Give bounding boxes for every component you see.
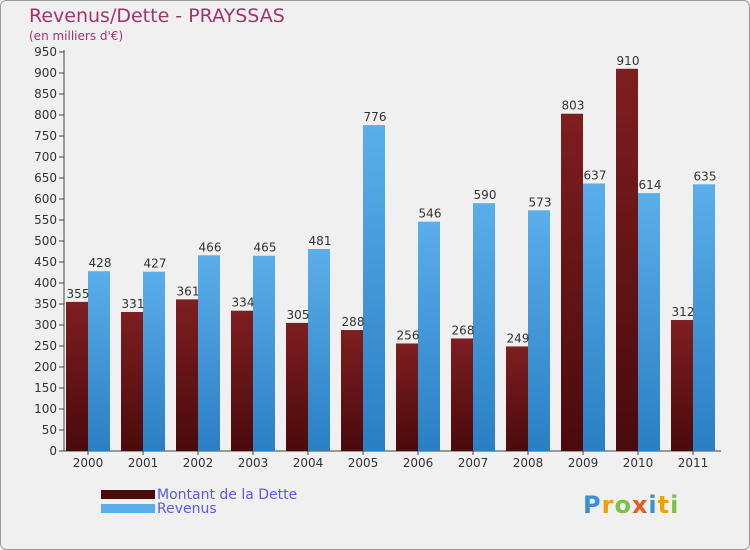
x-tick-label: 2011 bbox=[678, 456, 709, 470]
data-label-revenus: 428 bbox=[89, 256, 112, 270]
bar-revenus bbox=[88, 271, 110, 451]
data-label-revenus: 481 bbox=[309, 234, 332, 248]
data-label-revenus: 635 bbox=[694, 169, 717, 183]
y-tick-label: 100 bbox=[34, 402, 57, 416]
logo-letter: t bbox=[657, 491, 671, 519]
legend-swatch-dette bbox=[101, 490, 155, 499]
y-tick-label: 650 bbox=[34, 171, 57, 185]
x-tick-label: 2002 bbox=[183, 456, 214, 470]
data-label-revenus: 637 bbox=[584, 168, 607, 182]
data-label-dette: 312 bbox=[672, 305, 695, 319]
y-tick-label: 800 bbox=[34, 108, 57, 122]
data-label-dette: 334 bbox=[232, 296, 255, 310]
data-label-dette: 268 bbox=[452, 323, 475, 337]
chart-title: Revenus/Dette - PRAYSSAS bbox=[29, 5, 285, 27]
bar-revenus bbox=[363, 125, 385, 451]
bar-dette bbox=[396, 343, 418, 451]
data-label-revenus: 427 bbox=[144, 257, 167, 271]
y-tick-label: 550 bbox=[34, 213, 57, 227]
y-tick-label: 750 bbox=[34, 129, 57, 143]
y-tick-label: 400 bbox=[34, 276, 57, 290]
x-tick-label: 2000 bbox=[73, 456, 104, 470]
data-label-dette: 249 bbox=[507, 331, 530, 345]
logo-letter: o bbox=[614, 491, 632, 519]
logo-letter: i bbox=[648, 491, 658, 519]
bar-revenus bbox=[473, 203, 495, 451]
y-tick-label: 950 bbox=[34, 45, 57, 59]
data-label-revenus: 590 bbox=[474, 188, 497, 202]
bar-dette bbox=[286, 322, 308, 451]
x-tick-label: 2008 bbox=[513, 456, 544, 470]
data-label-revenus: 546 bbox=[419, 207, 442, 221]
data-label-dette: 256 bbox=[397, 328, 420, 342]
y-tick-label: 250 bbox=[34, 339, 57, 353]
x-tick-label: 2006 bbox=[403, 456, 434, 470]
bar-dette bbox=[506, 346, 528, 451]
bar-dette bbox=[671, 319, 693, 451]
data-label-dette: 910 bbox=[617, 54, 640, 68]
legend-label-dette: Montant de la Dette bbox=[157, 487, 298, 503]
y-tick-label: 700 bbox=[34, 150, 57, 164]
bar-dette bbox=[66, 301, 88, 451]
data-label-dette: 305 bbox=[287, 308, 310, 322]
x-tick-label: 2010 bbox=[623, 456, 654, 470]
data-label-revenus: 776 bbox=[364, 110, 387, 124]
x-tick-label: 2004 bbox=[293, 456, 324, 470]
bar-dette bbox=[176, 299, 198, 451]
y-tick-label: 850 bbox=[34, 87, 57, 101]
data-label-revenus: 614 bbox=[639, 178, 662, 192]
chart-subtitle: (en milliers d'€) bbox=[29, 29, 124, 43]
x-tick-label: 2001 bbox=[128, 456, 159, 470]
logo-letter: r bbox=[601, 491, 615, 519]
legend-label-revenus: Revenus bbox=[157, 501, 217, 517]
bar-revenus bbox=[418, 221, 440, 451]
data-label-revenus: 465 bbox=[254, 241, 277, 255]
legend-swatch-revenus bbox=[101, 504, 155, 513]
bar-dette bbox=[341, 330, 363, 451]
data-label-dette: 288 bbox=[342, 315, 365, 329]
bar-revenus bbox=[693, 184, 715, 452]
bar-revenus bbox=[528, 210, 550, 451]
y-tick-label: 200 bbox=[34, 360, 57, 374]
bar-dette bbox=[121, 311, 143, 451]
data-label-dette: 803 bbox=[562, 99, 585, 113]
x-tick-label: 2007 bbox=[458, 456, 489, 470]
proxiti-logo: Proxiti bbox=[583, 491, 679, 519]
y-tick-label: 0 bbox=[49, 444, 57, 458]
bar-revenus bbox=[308, 248, 330, 451]
y-tick-label: 600 bbox=[34, 192, 57, 206]
bar-dette bbox=[231, 310, 253, 451]
x-tick-label: 2009 bbox=[568, 456, 599, 470]
bar-dette bbox=[451, 338, 473, 451]
y-tick-label: 500 bbox=[34, 234, 57, 248]
bar-revenus bbox=[253, 255, 275, 451]
bar-revenus bbox=[583, 183, 605, 451]
data-label-dette: 355 bbox=[67, 287, 90, 301]
data-label-dette: 361 bbox=[177, 284, 200, 298]
logo-letter: x bbox=[631, 491, 649, 519]
bar-revenus bbox=[143, 271, 165, 451]
data-label-revenus: 466 bbox=[199, 240, 222, 254]
x-tick-label: 2005 bbox=[348, 456, 379, 470]
bar-dette bbox=[561, 113, 583, 452]
y-tick-label: 150 bbox=[34, 381, 57, 395]
bar-revenus bbox=[198, 255, 220, 451]
x-tick-label: 2003 bbox=[238, 456, 269, 470]
bar-revenus bbox=[638, 193, 660, 451]
data-label-dette: 331 bbox=[122, 297, 145, 311]
bar-dette bbox=[616, 68, 638, 452]
y-tick-label: 300 bbox=[34, 318, 57, 332]
y-tick-label: 900 bbox=[34, 66, 57, 80]
y-tick-label: 450 bbox=[34, 255, 57, 269]
logo-letter: P bbox=[583, 491, 602, 519]
data-label-revenus: 573 bbox=[529, 195, 552, 209]
y-tick-label: 350 bbox=[34, 297, 57, 311]
logo-letter: i bbox=[670, 491, 680, 519]
y-tick-label: 50 bbox=[42, 423, 57, 437]
